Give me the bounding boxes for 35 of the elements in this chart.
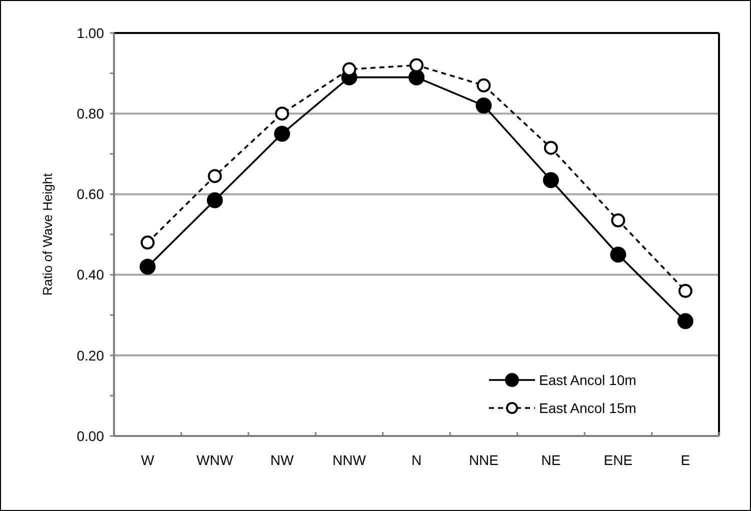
point	[476, 98, 492, 114]
point	[274, 126, 290, 142]
y-axis-title: Ratio of Wave Height	[40, 172, 55, 296]
x-tick-label: E	[680, 452, 690, 468]
y-tick-label: 0.00	[76, 428, 104, 444]
point	[542, 172, 559, 188]
point	[140, 236, 155, 250]
legend-label: East Ancol 15m	[539, 400, 636, 416]
point	[208, 169, 222, 184]
point	[677, 313, 694, 330]
x-tick-label: NW	[270, 452, 294, 468]
x-tick-label: NE	[541, 452, 561, 468]
point	[611, 213, 626, 228]
y-tick-label: 0.40	[76, 266, 104, 283]
y-tick-label: 0.20	[76, 347, 104, 364]
point	[140, 258, 156, 275]
point	[275, 106, 290, 121]
point	[678, 284, 692, 298]
x-tick-label: W	[141, 452, 155, 468]
point	[544, 140, 558, 155]
point	[476, 78, 491, 92]
point	[410, 58, 424, 72]
y-tick-label: 0.60	[76, 186, 104, 202]
x-tick-label: WNW	[196, 452, 234, 468]
point	[206, 192, 223, 208]
x-tick-label: NNW	[332, 452, 367, 468]
y-tick-label: 0.80	[76, 106, 104, 122]
x-tick-label: NNE	[468, 452, 499, 468]
point	[610, 246, 626, 263]
y-tick-label: 1.00	[76, 24, 104, 41]
point	[408, 69, 424, 86]
legend-label: East Ancol 10m	[539, 372, 636, 388]
x-tick-label: N	[411, 452, 422, 468]
x-tick-label: ENE	[604, 452, 633, 468]
point	[342, 62, 356, 76]
